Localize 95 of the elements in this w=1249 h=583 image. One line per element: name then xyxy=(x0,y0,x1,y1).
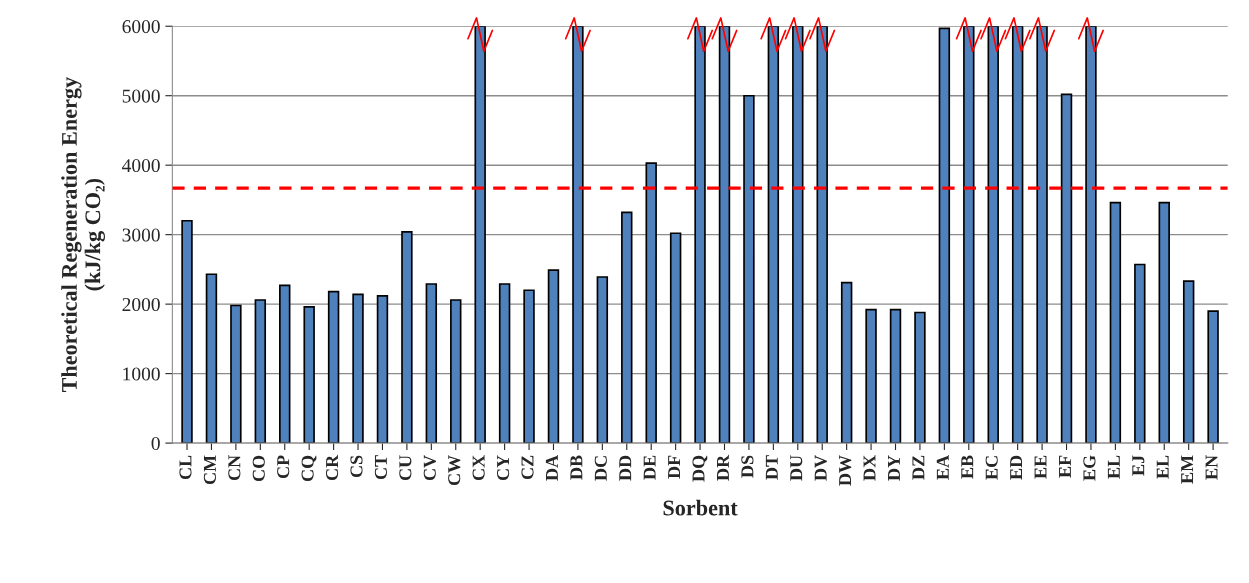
x-tick-label: CU xyxy=(399,455,412,481)
bar xyxy=(279,284,291,444)
x-tick-label: CQ xyxy=(301,455,317,482)
bar xyxy=(1182,280,1195,444)
y-tick-label: 3000 xyxy=(122,228,160,242)
bar xyxy=(889,308,902,444)
y-tick-label: 5000 xyxy=(122,89,160,103)
x-tick-label: CZ xyxy=(521,455,534,480)
bar xyxy=(523,289,535,444)
x-tick-label: DV xyxy=(814,455,827,481)
bar xyxy=(963,26,975,444)
bar xyxy=(1109,201,1122,444)
y-tick-label: 2000 xyxy=(122,297,160,312)
x-tick-label: EG xyxy=(1083,455,1096,481)
bar xyxy=(865,308,877,444)
x-tick-label: CY xyxy=(497,455,510,481)
x-tick-label: CM xyxy=(203,455,216,485)
y-tick-label: 4000 xyxy=(122,159,160,173)
x-tick-label: DU xyxy=(790,455,803,481)
bar xyxy=(376,294,389,444)
bar xyxy=(669,232,682,444)
bar xyxy=(987,26,999,444)
bar xyxy=(303,306,315,444)
x-tick-label: CT xyxy=(374,455,387,480)
x-tick-label: CL xyxy=(179,455,192,480)
bar xyxy=(743,94,755,444)
bar xyxy=(767,26,780,444)
bar xyxy=(718,26,731,444)
x-tick-label: EF xyxy=(1059,455,1071,478)
bar xyxy=(938,27,951,444)
x-tick-label: EL xyxy=(1107,455,1120,479)
bar xyxy=(816,26,828,444)
bar xyxy=(1134,263,1146,444)
x-tick-label: EM xyxy=(1181,455,1194,484)
x-tick-label: DD xyxy=(619,455,632,481)
x-tick-label: EE xyxy=(1034,455,1047,479)
bar xyxy=(645,162,657,444)
x-tick-label: DQ xyxy=(692,455,708,482)
x-tick-label: ED xyxy=(1010,455,1023,480)
x-tick-label: DB xyxy=(570,455,583,480)
x-tick-label: EJ xyxy=(1132,455,1145,476)
bar xyxy=(840,281,853,444)
bar xyxy=(694,26,706,444)
y-tick-label: 0 xyxy=(151,436,160,451)
x-tick-label: DA xyxy=(545,455,558,481)
x-tick-label: CV xyxy=(423,455,436,481)
x-tick-label: EA xyxy=(936,455,949,480)
bar xyxy=(254,299,267,444)
y-axis-title: Theoretical Regeneration Energy (kJ/kg CO₂) xyxy=(61,77,105,393)
bar xyxy=(230,304,242,444)
x-tick-label: EB xyxy=(961,455,974,479)
bar xyxy=(1158,201,1170,444)
bar xyxy=(450,299,462,444)
x-tick-label: DS xyxy=(741,455,754,478)
x-tick-label: CX xyxy=(472,455,485,481)
bar xyxy=(547,269,560,444)
x-tick-label: CW xyxy=(448,455,461,486)
bar xyxy=(572,26,584,444)
x-tick-label: EN xyxy=(1205,455,1218,480)
x-tick-label: DW xyxy=(839,455,852,486)
bar xyxy=(401,231,413,444)
x-tick-label: DF xyxy=(668,455,681,479)
bar xyxy=(425,283,438,444)
bar xyxy=(327,290,340,444)
x-tick-label: CP xyxy=(277,455,290,479)
x-tick-label: EC xyxy=(985,456,998,480)
x-axis-title: Sorbent xyxy=(663,499,738,516)
bar xyxy=(621,211,633,444)
x-tick-label: CO xyxy=(252,455,265,482)
x-tick-label: CR xyxy=(325,454,339,481)
x-tick-label: DY xyxy=(888,455,900,481)
y-tick-label: 1000 xyxy=(123,367,160,381)
bar xyxy=(1060,93,1073,444)
bar xyxy=(474,26,486,444)
x-tick-label: DX xyxy=(863,455,876,481)
x-tick-label: DZ xyxy=(912,455,925,480)
bar xyxy=(352,293,364,444)
y-tick-label: 6000 xyxy=(122,20,160,34)
bar xyxy=(1207,310,1219,444)
bar xyxy=(181,219,193,444)
bar xyxy=(596,276,609,444)
x-tick-label: DT xyxy=(765,455,778,480)
bar xyxy=(1011,26,1024,444)
bar xyxy=(792,26,804,444)
x-tick-label: DE xyxy=(643,455,656,480)
bar xyxy=(205,273,218,444)
bar xyxy=(1085,26,1097,444)
bar xyxy=(914,311,926,444)
x-tick-label: CS xyxy=(350,455,363,478)
x-tick-label: CN xyxy=(228,455,241,481)
x-tick-label: EL xyxy=(1156,455,1169,479)
bar xyxy=(1036,26,1048,444)
bar xyxy=(498,283,511,444)
x-tick-label: DC xyxy=(594,456,607,481)
x-tick-label: DR xyxy=(717,454,729,481)
